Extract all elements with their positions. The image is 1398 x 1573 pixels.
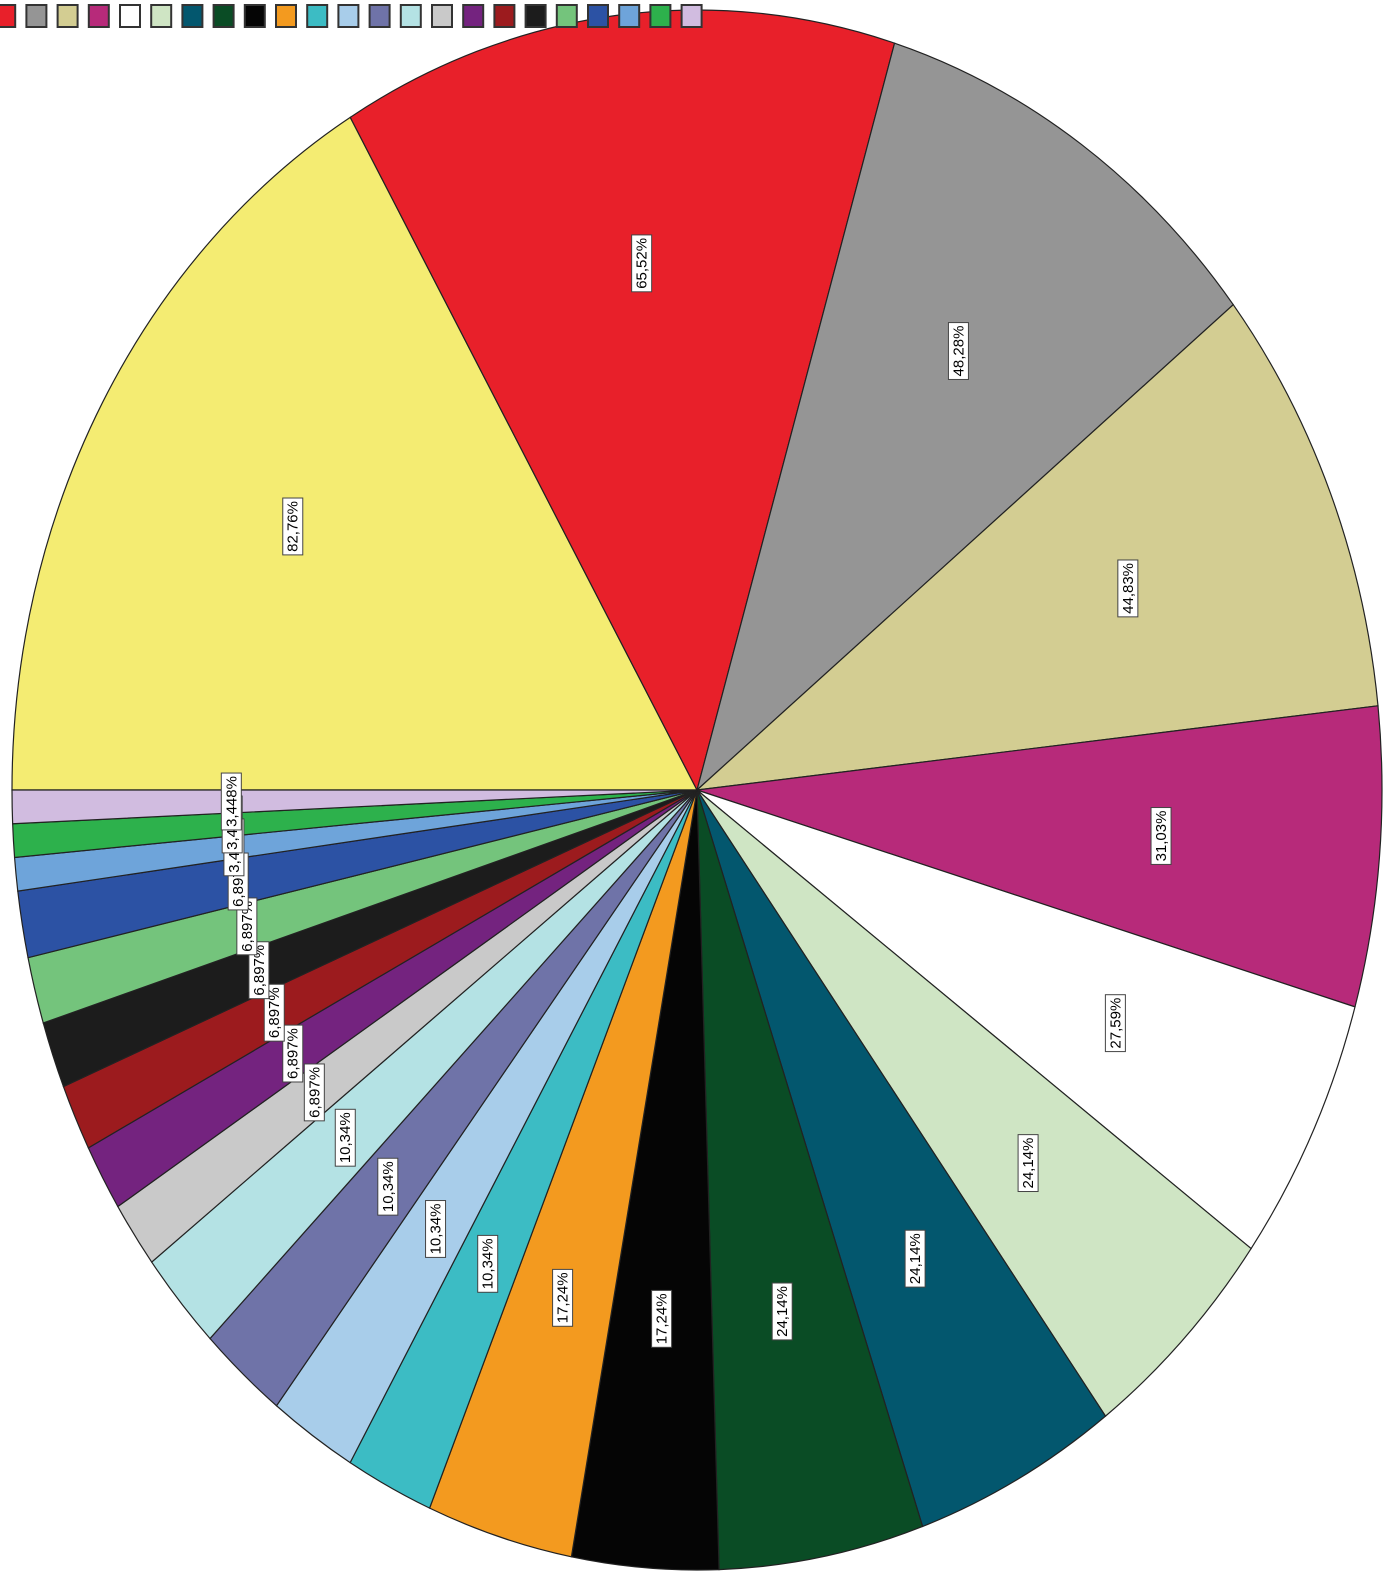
data-label: 17,24% xyxy=(651,1289,673,1348)
data-label: 10,34% xyxy=(334,1108,356,1167)
data-label-text: 48,28% xyxy=(950,326,967,377)
pie-slice xyxy=(695,42,1235,792)
legend-swatch xyxy=(56,4,79,28)
data-label: 17,24% xyxy=(552,1268,574,1327)
legend-swatch xyxy=(680,4,703,28)
data-label-text: 82,76% xyxy=(285,501,302,552)
data-label: 3,448% xyxy=(220,772,242,831)
data-label: 27,59% xyxy=(1104,994,1126,1053)
data-label: 24,14% xyxy=(904,1229,926,1288)
data-label: 82,76% xyxy=(282,497,304,556)
pie-slice xyxy=(695,303,1379,791)
data-label-box xyxy=(631,234,653,293)
data-label-text: 6,897% xyxy=(285,1028,302,1079)
data-label: 6,897% xyxy=(282,1024,304,1083)
data-label-text: 6,897% xyxy=(306,1067,323,1118)
data-label-box xyxy=(303,1063,325,1122)
data-label-text: 6,897% xyxy=(239,901,256,952)
legend-swatch xyxy=(524,4,547,28)
data-label-box xyxy=(377,1157,399,1216)
legend-swatch xyxy=(25,4,48,28)
legend-swatch xyxy=(618,4,641,28)
legend-swatch xyxy=(119,4,141,28)
data-label-box xyxy=(1117,559,1139,618)
legend-swatch xyxy=(0,4,17,28)
pie-slice xyxy=(349,9,896,792)
pie-slice xyxy=(11,789,698,825)
data-label-box xyxy=(282,1024,304,1083)
data-label-box xyxy=(552,1268,574,1327)
pie-slice xyxy=(696,789,924,1571)
data-label: 44,83% xyxy=(1117,559,1139,618)
data-label-text: 31,03% xyxy=(1153,811,1170,862)
data-label-box xyxy=(248,941,270,1000)
data-label: 65,52% xyxy=(631,234,653,293)
legend-swatch xyxy=(212,4,235,28)
pie-slice xyxy=(696,789,1356,1250)
legend-swatch xyxy=(493,4,516,28)
data-label-text: 44,83% xyxy=(1120,563,1137,614)
legend-swatch xyxy=(555,4,578,28)
data-label: 10,34% xyxy=(425,1200,447,1258)
data-label-text: 10,34% xyxy=(337,1112,354,1163)
pie-slice xyxy=(11,116,698,791)
data-label-text: 24,14% xyxy=(774,1286,791,1337)
legend-swatch xyxy=(181,4,204,28)
data-label-text: 27,59% xyxy=(1107,998,1124,1049)
data-label-text: 17,24% xyxy=(654,1293,671,1344)
data-label: 24,14% xyxy=(1017,1134,1039,1193)
data-label-box xyxy=(220,772,242,831)
data-label-text: 17,24% xyxy=(555,1272,572,1323)
legend-swatch xyxy=(243,4,266,28)
data-label: 6,897% xyxy=(303,1063,325,1122)
data-label-box xyxy=(1017,1134,1039,1193)
data-label-text: 65,52% xyxy=(634,238,651,289)
legend-swatch xyxy=(306,4,329,28)
legend-swatch xyxy=(649,4,672,28)
legend-swatch xyxy=(399,4,422,28)
legend-swatch xyxy=(87,4,110,28)
data-label: 10,34% xyxy=(477,1234,499,1293)
data-label-text: 24,14% xyxy=(907,1233,924,1284)
data-label-text: 6,897% xyxy=(251,945,268,996)
data-label-box xyxy=(1104,994,1126,1053)
data-label-text: 10,34% xyxy=(480,1238,497,1289)
data-label-box xyxy=(947,322,969,380)
data-label: 6,897% xyxy=(236,897,258,956)
data-label: 10,34% xyxy=(377,1157,399,1216)
legend-swatch xyxy=(368,4,391,28)
data-label-box xyxy=(1150,807,1172,865)
data-label-text: 24,14% xyxy=(1020,1138,1037,1189)
legend-swatch xyxy=(275,4,297,28)
data-label-box xyxy=(477,1234,499,1293)
data-label-box xyxy=(651,1289,673,1348)
data-label: 24,14% xyxy=(771,1282,793,1341)
data-label: 48,28% xyxy=(947,322,969,380)
data-label-box xyxy=(334,1108,356,1167)
data-label-box xyxy=(282,497,304,556)
data-label-box xyxy=(771,1282,793,1341)
data-label-text: 3,448% xyxy=(223,776,240,827)
data-label-text: 6,897% xyxy=(266,987,283,1038)
legend-swatch xyxy=(587,4,609,28)
data-label: 6,897% xyxy=(248,941,270,1000)
data-label-box xyxy=(425,1200,447,1258)
legend-swatch xyxy=(337,4,360,28)
data-label-text: 10,34% xyxy=(428,1204,445,1255)
data-label-text: 10,34% xyxy=(380,1161,397,1212)
pie-slice xyxy=(696,789,1107,1528)
pie-slice xyxy=(696,705,1383,1008)
pie-slice xyxy=(696,789,1252,1418)
data-label-box xyxy=(904,1229,926,1288)
data-label: 31,03% xyxy=(1150,807,1172,865)
legend-swatch xyxy=(462,4,485,28)
legend-swatch xyxy=(150,4,173,28)
legend-swatch xyxy=(431,4,453,28)
